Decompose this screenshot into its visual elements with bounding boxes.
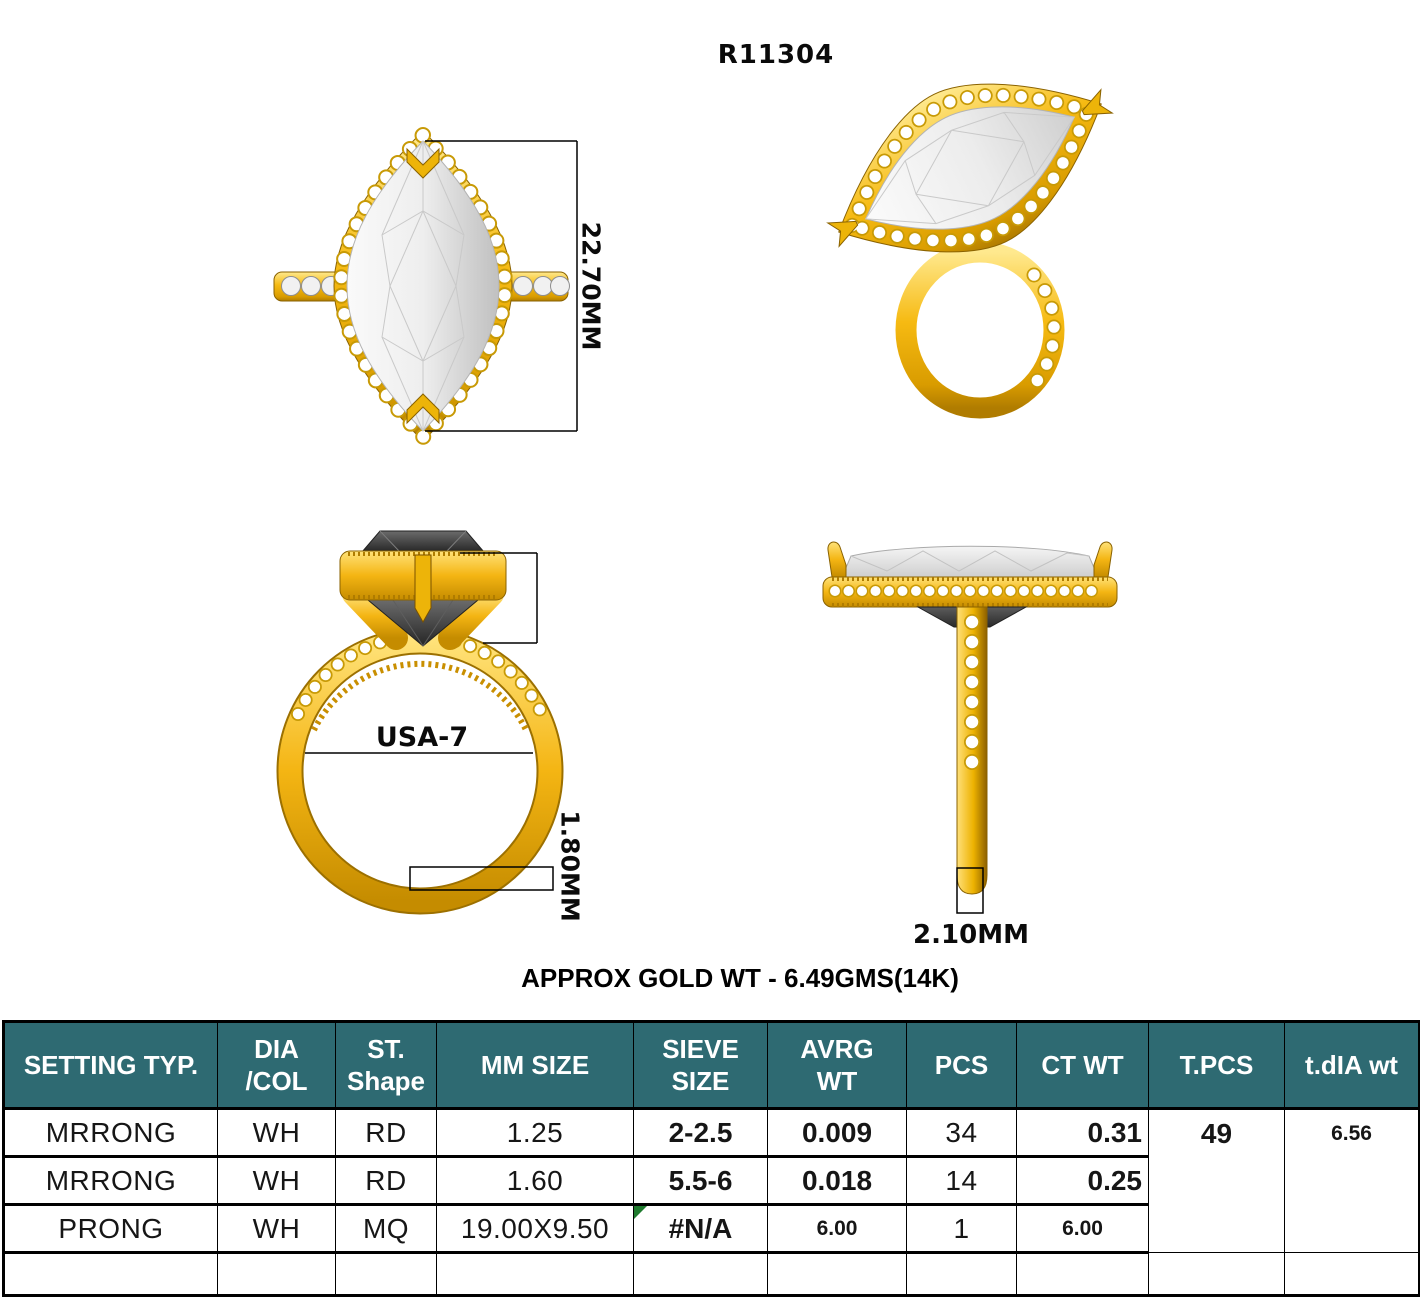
table-cell: 34: [906, 1108, 1017, 1158]
table-row: MRRONG WH RD 1.25 2-2.5 0.009 34 0.31 49…: [3, 1108, 1420, 1253]
height-dimension-label: 22.70MM: [577, 222, 606, 351]
table-cell: 1: [906, 1204, 1017, 1254]
column-header-avrg-wt: AVRG WT: [767, 1021, 907, 1110]
table-cell: [1148, 1252, 1285, 1296]
column-header-dia-col: DIA/COL: [217, 1021, 336, 1110]
column-header-t-pcs: T.PCS: [1148, 1021, 1285, 1110]
table-cell: WH: [217, 1108, 336, 1158]
table-cell: RD: [335, 1108, 437, 1158]
column-header-setting-typ: SETTING TYP.: [3, 1021, 218, 1110]
shank-width-box: [956, 867, 984, 914]
table-cell: PRONG: [3, 1204, 218, 1254]
total-pcs-cell: 49: [1148, 1108, 1285, 1253]
header-row: SETTING TYP. DIA/COL ST. Shape MM SIZE SI…: [3, 1021, 1420, 1110]
table-cell: WH: [217, 1156, 336, 1206]
prong: [826, 220, 859, 248]
diamond-spec-table: SETTING TYP. DIA/COL ST. Shape MM SIZE SI…: [2, 1020, 1420, 1297]
prong: [406, 147, 440, 179]
ring-shank: [956, 606, 988, 895]
table-cell: [906, 1252, 1017, 1296]
band-thickness-label: 1.80MM: [556, 810, 585, 921]
table-cell: [217, 1252, 336, 1296]
pavilion-facets: [392, 599, 454, 647]
prong: [414, 554, 432, 624]
table-cell: RD: [335, 1156, 437, 1206]
table-cell: WH: [217, 1204, 336, 1254]
table-row: MRRONG WH RD 1.60 5.5-6 0.018 14 0.25: [3, 1156, 1420, 1206]
ring-size-label: USA-7: [376, 722, 468, 753]
column-header-t-dia-wt: t.dIA wt: [1284, 1021, 1420, 1110]
table-cell: [3, 1252, 218, 1296]
crown-facets: [379, 530, 467, 553]
table-cell: MQ: [335, 1204, 437, 1254]
prong: [1081, 88, 1114, 116]
table-row: PRONG WH MQ 19.00X9.50 #N/A 6.00 1 6.00: [3, 1204, 1420, 1254]
column-header-st-shape: ST. Shape: [335, 1021, 437, 1110]
table-cell: 0.31: [1016, 1108, 1149, 1158]
table-cell: 14: [906, 1156, 1017, 1206]
table-cell: 0.009: [767, 1108, 907, 1158]
table-cell: [1016, 1252, 1149, 1296]
error-indicator-triangle: [634, 1206, 647, 1219]
ring-side-view-drawing: 2.10MM: [822, 541, 1118, 950]
girdle-facets: [850, 550, 1090, 572]
milgrain-texture: [311, 660, 529, 732]
shoulder: [438, 582, 504, 650]
table-cell: 2-2.5: [633, 1108, 768, 1158]
table-cell: [767, 1252, 907, 1296]
prong: [406, 393, 440, 425]
table-cell: [633, 1252, 768, 1296]
ring-top-view-drawing: 22.70MM: [273, 123, 606, 445]
table-cell: [1284, 1252, 1420, 1296]
table-cell: 6.00: [767, 1204, 907, 1254]
page-title: R11304: [717, 40, 835, 70]
table-row: [3, 1252, 1420, 1296]
shank-width-label: 2.10MM: [913, 920, 1029, 950]
table-cell: 1.25: [436, 1108, 634, 1158]
total-dia-wt-cell: 6.56: [1284, 1108, 1420, 1253]
shoulder-diamond-row: [291, 634, 549, 721]
column-header-sieve-size: SIEVE SIZE: [633, 1021, 768, 1110]
table-cell: [335, 1252, 437, 1296]
gold-weight-note: APPROX GOLD WT - 6.49GMS(14K): [521, 963, 959, 993]
table-cell: MRRONG: [3, 1108, 218, 1158]
marquise-center-stone: [346, 140, 500, 432]
stone-crown: [360, 530, 486, 553]
table-cell: [436, 1252, 634, 1296]
table-cell: 0.25: [1016, 1156, 1149, 1206]
column-header-pcs: PCS: [906, 1021, 1017, 1110]
head-dimension-bracket: [460, 552, 538, 644]
height-dimension-bracket: [425, 140, 578, 432]
column-header-mm-size: MM SIZE: [436, 1021, 634, 1110]
table-cell: #N/A: [633, 1204, 768, 1254]
prong: [1093, 541, 1113, 578]
halo-head: [826, 83, 1114, 253]
column-header-ct-wt: CT WT: [1016, 1021, 1149, 1110]
band-thickness-box: [409, 866, 554, 891]
ring-front-view-drawing: USA-7 1.80MM: [276, 530, 585, 922]
stone-girdle-profile: [841, 545, 1099, 578]
table-cell: MRRONG: [3, 1156, 218, 1206]
prong: [827, 541, 847, 578]
table-cell: 6.00: [1016, 1204, 1149, 1254]
table-cell: 0.018: [767, 1156, 907, 1206]
table-cell: 5.5-6: [633, 1156, 768, 1206]
shank-diamond-row: [1021, 267, 1062, 399]
table-cell: 19.00X9.50: [436, 1204, 634, 1254]
shoulder: [342, 582, 408, 650]
table-cell: 1.60: [436, 1156, 634, 1206]
ring-perspective-view-drawing: [826, 83, 1114, 419]
shank-inner-edge: [301, 652, 539, 890]
spec-sheet-page: { "title": "R11304", "annotations": { "h…: [2, 40, 1420, 1297]
